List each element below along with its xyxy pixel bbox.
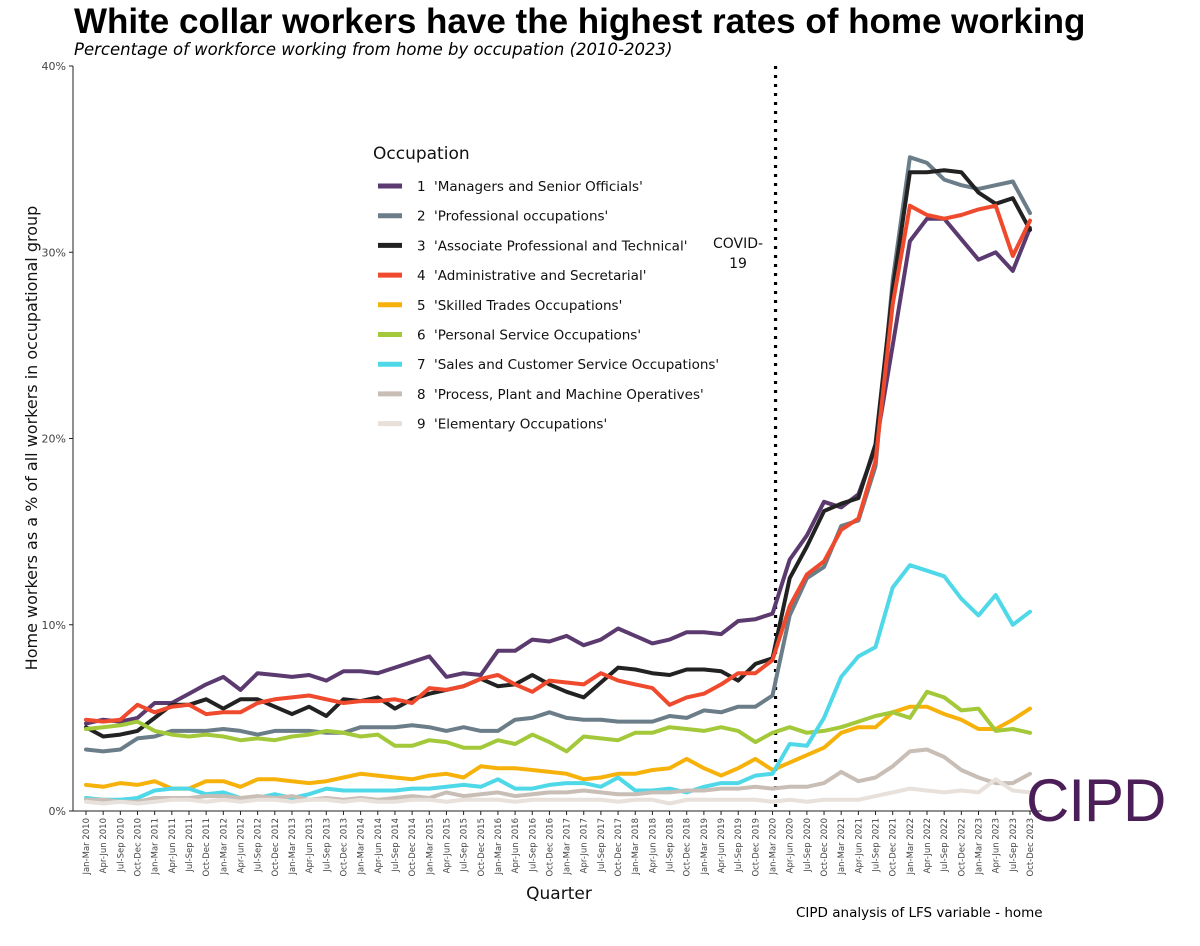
legend-label: 'Professional occupations': [434, 209, 608, 225]
x-tick-label: Oct-Dec 2011: [202, 818, 212, 877]
covid-annotation-label: 19: [729, 256, 747, 272]
x-tick-label: Apr-Jun 2019: [717, 818, 727, 873]
x-tick-label: Jul-Sep 2020: [803, 818, 813, 873]
x-tick-label: Oct-Dec 2019: [751, 818, 761, 877]
x-tick-label: Apr-Jun 2013: [305, 818, 315, 873]
series-line: [84, 689, 1032, 754]
x-tick-label: Apr-Jun 2022: [923, 818, 933, 873]
x-tick-label: Jul-Sep 2011: [185, 818, 195, 873]
legend-number: 7: [417, 357, 426, 373]
legend-label: 'Process, Plant and Machine Operatives': [434, 387, 704, 403]
x-tick-label: Oct-Dec 2021: [889, 818, 899, 877]
x-tick-label: Jul-Sep 2022: [940, 818, 950, 873]
x-tick-label: Jul-Sep 2017: [597, 818, 607, 873]
x-tick-label: Oct-Dec 2022: [957, 818, 967, 877]
x-tick-label: Oct-Dec 2015: [477, 818, 487, 877]
x-tick-label: Oct-Dec 2018: [683, 818, 693, 877]
y-tick-label: 10%: [42, 619, 66, 632]
x-tick-label: Apr-Jun 2016: [511, 818, 521, 873]
x-tick-label: Jul-Sep 2010: [116, 818, 126, 873]
x-tick-label: Apr-Jun 2012: [236, 818, 246, 873]
legend-label: 'Sales and Customer Service Occupations': [434, 357, 719, 373]
x-tick-label: Jul-Sep 2021: [872, 818, 882, 873]
x-tick-label: Jan-Mar 2021: [837, 818, 847, 876]
x-tick-label: Jul-Sep 2018: [666, 818, 676, 873]
cipd-logo: CIPD: [1026, 767, 1166, 834]
covid-annotation-label: COVID-: [713, 236, 763, 252]
x-tick-label: Oct-Dec 2012: [271, 818, 281, 877]
legend-number: 4: [417, 268, 426, 284]
legend-number: 1: [417, 179, 426, 195]
x-tick-label: Oct-Dec 2014: [408, 818, 418, 877]
x-tick-label: Jan-Mar 2012: [219, 818, 229, 876]
series-line: [84, 216, 1032, 726]
x-tick-label: Jan-Mar 2015: [425, 818, 435, 876]
x-tick-label: Apr-Jun 2015: [442, 818, 452, 873]
x-tick-label: Apr-Jun 2010: [99, 818, 109, 873]
legend-label: 'Elementary Occupations': [434, 417, 607, 433]
x-tick-label: Apr-Jun 2023: [992, 818, 1002, 873]
legend-label: 'Administrative and Secretarial': [434, 268, 646, 284]
x-tick-label: Jan-Mar 2022: [906, 818, 916, 876]
y-axis-title: Home workers as a % of all workers in oc…: [22, 206, 41, 671]
legend-number: 5: [417, 298, 426, 314]
x-tick-label: Oct-Dec 2023: [1026, 818, 1036, 877]
legend-number: 9: [417, 417, 426, 433]
legend-number: 8: [417, 387, 426, 403]
x-tick-label: Jul-Sep 2014: [391, 818, 401, 873]
x-tick-label: Apr-Jun 2020: [786, 818, 796, 873]
series-line: [84, 747, 1032, 804]
legend-number: 2: [417, 209, 426, 225]
source-note: CIPD analysis of LFS variable - home: [796, 905, 1043, 921]
x-tick-label: Jan-Mar 2011: [151, 818, 161, 876]
x-tick-label: Jan-Mar 2020: [769, 818, 779, 876]
x-tick-label: Jan-Mar 2010: [82, 818, 92, 876]
x-tick-label: Jul-Sep 2016: [528, 818, 538, 873]
chart-subtitle: Percentage of workforce working from hom…: [74, 40, 673, 59]
x-tick-label: Jan-Mar 2016: [494, 818, 504, 876]
series-line: [84, 704, 1032, 791]
legend-number: 6: [417, 328, 426, 344]
legend-label: 'Skilled Trades Occupations': [434, 298, 622, 314]
y-tick-label: 30%: [42, 246, 66, 259]
x-tick-label: Jul-Sep 2015: [460, 818, 470, 873]
x-tick-label: Oct-Dec 2020: [820, 818, 830, 877]
y-tick-label: 20%: [42, 433, 66, 446]
x-tick-label: Jul-Sep 2023: [1009, 818, 1019, 873]
x-tick-label: Jan-Mar 2013: [288, 818, 298, 876]
x-tick-label: Jan-Mar 2019: [700, 818, 710, 876]
x-tick-label: Apr-Jun 2018: [648, 818, 658, 873]
x-tick-label: Oct-Dec 2013: [339, 818, 349, 877]
legend-label: 'Personal Service Occupations': [434, 328, 641, 344]
series-line: [84, 777, 1032, 806]
x-tick-label: Jul-Sep 2012: [254, 818, 264, 873]
x-tick-label: Apr-Jun 2021: [854, 818, 864, 873]
legend-number: 3: [417, 238, 426, 254]
x-tick-label: Apr-Jun 2014: [374, 818, 384, 873]
x-axis-title: Quarter: [526, 884, 592, 904]
legend-title: Occupation: [373, 144, 470, 164]
x-tick-label: Jan-Mar 2018: [631, 818, 641, 876]
x-tick-label: Jul-Sep 2019: [734, 818, 744, 873]
x-tick-label: Jan-Mar 2023: [975, 818, 985, 876]
legend-label: 'Managers and Senior Officials': [434, 179, 643, 195]
y-tick-label: 40%: [42, 60, 66, 73]
x-tick-label: Apr-Jun 2011: [168, 818, 178, 873]
x-tick-label: Apr-Jun 2017: [580, 818, 590, 873]
x-tick-label: Jan-Mar 2017: [563, 818, 573, 876]
series-line: [84, 168, 1032, 739]
x-tick-label: Oct-Dec 2017: [614, 818, 624, 877]
series-line: [84, 203, 1032, 724]
y-tick-label: 0%: [49, 805, 66, 818]
x-tick-label: Oct-Dec 2016: [545, 818, 555, 877]
chart-title: White collar workers have the highest ra…: [74, 2, 1086, 41]
x-tick-label: Oct-Dec 2010: [133, 818, 143, 877]
legend-label: 'Associate Professional and Technical': [434, 238, 687, 254]
x-tick-label: Jan-Mar 2014: [357, 818, 367, 876]
x-tick-label: Jul-Sep 2013: [322, 818, 332, 873]
